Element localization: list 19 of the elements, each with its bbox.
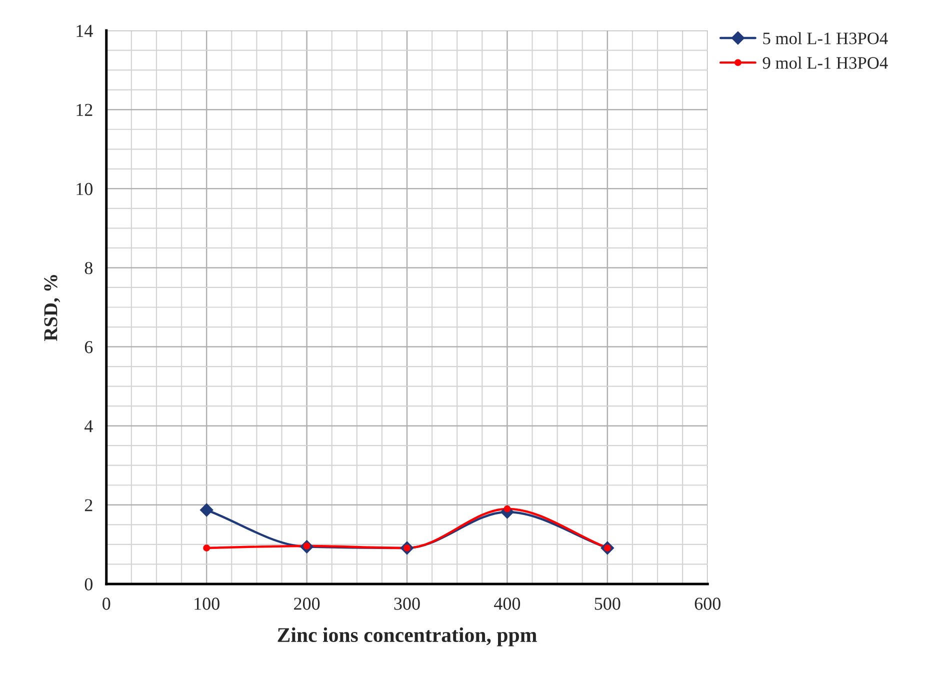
x-tick-label: 500	[594, 598, 620, 610]
x-tick-label: 300	[394, 598, 420, 610]
y-tick-label: 12	[76, 104, 92, 116]
legend-label: 5 mol L-1 H3PO4	[763, 32, 888, 44]
x-tick-label: 400	[494, 598, 520, 610]
y-tick-label: 8	[84, 262, 92, 274]
x-tick-label: 600	[694, 598, 720, 610]
x-tick-label: 200	[294, 598, 320, 610]
y-tick-label: 0	[84, 578, 92, 590]
legend-label: 9 mol L-1 H3PO4	[762, 56, 888, 69]
y-tick-label: 4	[84, 420, 93, 432]
x-tick-label: 100	[194, 598, 220, 610]
x-tick-label: 0	[102, 598, 110, 610]
y-axis-title: RSD, %	[44, 275, 60, 341]
y-tick-label: 10	[76, 182, 92, 196]
y-tick-label: 14	[76, 24, 93, 37]
x-axis-title: Zinc ions concentration, ppm	[278, 627, 537, 646]
y-tick-label: 6	[84, 341, 93, 354]
y-tick-label: 2	[84, 499, 92, 512]
